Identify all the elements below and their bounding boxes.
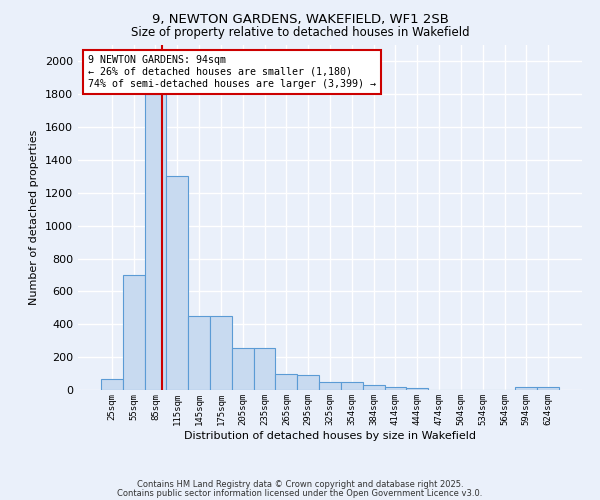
Bar [210, 316, 232, 390]
Bar [254, 348, 275, 390]
Bar [101, 380, 123, 390]
Bar [166, 176, 188, 390]
Bar [363, 385, 385, 390]
Bar [341, 382, 363, 390]
Text: 9 NEWTON GARDENS: 94sqm
← 26% of detached houses are smaller (1,180)
74% of semi: 9 NEWTON GARDENS: 94sqm ← 26% of detache… [88, 56, 376, 88]
Text: Size of property relative to detached houses in Wakefield: Size of property relative to detached ho… [131, 26, 469, 39]
Text: Contains HM Land Registry data © Crown copyright and database right 2025.: Contains HM Land Registry data © Crown c… [137, 480, 463, 489]
Bar [232, 348, 254, 390]
Bar [188, 316, 210, 390]
X-axis label: Distribution of detached houses by size in Wakefield: Distribution of detached houses by size … [184, 430, 476, 440]
Bar [406, 388, 428, 390]
Bar [123, 275, 145, 390]
Text: 9, NEWTON GARDENS, WAKEFIELD, WF1 2SB: 9, NEWTON GARDENS, WAKEFIELD, WF1 2SB [152, 12, 448, 26]
Bar [537, 386, 559, 390]
Bar [297, 375, 319, 390]
Y-axis label: Number of detached properties: Number of detached properties [29, 130, 40, 305]
Bar [385, 386, 406, 390]
Bar [319, 382, 341, 390]
Bar [275, 374, 297, 390]
Text: Contains public sector information licensed under the Open Government Licence v3: Contains public sector information licen… [118, 488, 482, 498]
Bar [515, 386, 537, 390]
Bar [145, 94, 166, 390]
